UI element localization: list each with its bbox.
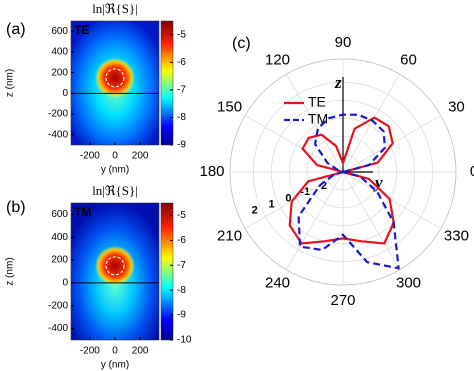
legend-label: TM — [308, 111, 328, 127]
radial-tick-label: -2 — [317, 180, 327, 192]
legend-label: TE — [308, 94, 326, 110]
y-tick-label: 0 — [62, 88, 68, 99]
z-axis-label: z — [334, 73, 342, 92]
panel-label: (b) — [6, 199, 26, 216]
x-tick-label: -200 — [80, 151, 100, 162]
panel-title: ln|ℜ{S}| — [92, 183, 138, 198]
y-tick-label: 600 — [51, 209, 68, 220]
radial-tick-label: -1 — [300, 186, 310, 198]
angle-grid — [286, 73, 344, 173]
colorbar-tick-label: -5 — [177, 210, 186, 221]
x-tick-label: 200 — [132, 346, 149, 357]
angle-tick-label: 300 — [396, 275, 421, 292]
y-axis-label: z (nm) — [5, 257, 16, 285]
colorbar-tick-label: -6 — [177, 235, 186, 246]
particle-swirl — [105, 68, 125, 88]
y-axis-label: y — [373, 173, 383, 192]
angle-tick-label: 0 — [470, 163, 474, 180]
angle-grid — [286, 171, 344, 271]
y-tick-label: 600 — [51, 26, 68, 37]
y-tick-label: 200 — [51, 67, 68, 78]
angle-tick-label: 90 — [335, 34, 352, 51]
colorbar-tick-label: -8 — [177, 112, 186, 123]
y-tick-label: 200 — [51, 255, 68, 266]
series-curve — [297, 113, 400, 270]
radial-tick-label: 1 — [269, 198, 275, 210]
particle-swirl — [105, 256, 125, 276]
x-axis-label: y (nm) — [101, 165, 129, 176]
panel-title: ln|ℜ{S}| — [92, 1, 138, 16]
radial-tick-label: 0 — [285, 192, 291, 204]
inset-label: TE — [74, 23, 89, 37]
panel-label: (c) — [232, 35, 251, 52]
y-tick-label: 400 — [51, 232, 68, 243]
y-tick-label: -400 — [48, 129, 68, 140]
angle-tick-label: 180 — [199, 163, 224, 180]
colorbar-tick-label: -5 — [177, 29, 186, 40]
y-tick-label: 400 — [51, 47, 68, 58]
x-tick-label: 0 — [112, 346, 118, 357]
colorbar-tick-label: -9 — [177, 140, 186, 151]
y-tick-label: -200 — [48, 300, 68, 311]
x-tick-label: 0 — [112, 151, 118, 162]
angle-grid — [342, 171, 442, 229]
angle-tick-label: 210 — [217, 227, 242, 244]
angle-tick-label: 120 — [265, 51, 290, 68]
x-axis-label: y (nm) — [101, 360, 129, 371]
particle-field — [95, 57, 135, 98]
angle-tick-label: 240 — [265, 275, 290, 292]
x-tick-label: 200 — [132, 151, 149, 162]
angle-tick-label: 330 — [444, 227, 469, 244]
colorbar — [160, 202, 174, 341]
angle-tick-label: 150 — [217, 98, 242, 115]
angle-tick-label: 60 — [400, 51, 417, 68]
colorbar — [160, 20, 174, 146]
y-axis-label: z (nm) — [5, 69, 16, 97]
angle-grid — [342, 171, 400, 271]
angle-tick-label: 30 — [448, 98, 465, 115]
y-tick-label: -200 — [48, 109, 68, 120]
x-tick-label: -200 — [80, 346, 100, 357]
inset-label: TM — [74, 205, 91, 219]
particle-field — [95, 245, 135, 286]
colorbar-tick-label: -7 — [177, 85, 186, 96]
angle-grid — [342, 73, 400, 173]
angle-tick-label: 270 — [330, 292, 355, 309]
panel-label: (a) — [6, 21, 26, 38]
y-tick-label: -400 — [48, 323, 68, 334]
radial-tick-label: 2 — [252, 205, 258, 217]
y-tick-label: 0 — [62, 278, 68, 289]
colorbar-tick-label: -7 — [177, 260, 186, 271]
colorbar-tick-label: -6 — [177, 57, 186, 68]
colorbar-tick-label: -8 — [177, 285, 186, 296]
colorbar-tick-label: -9 — [177, 310, 186, 321]
colorbar-tick-label: -10 — [177, 335, 192, 346]
